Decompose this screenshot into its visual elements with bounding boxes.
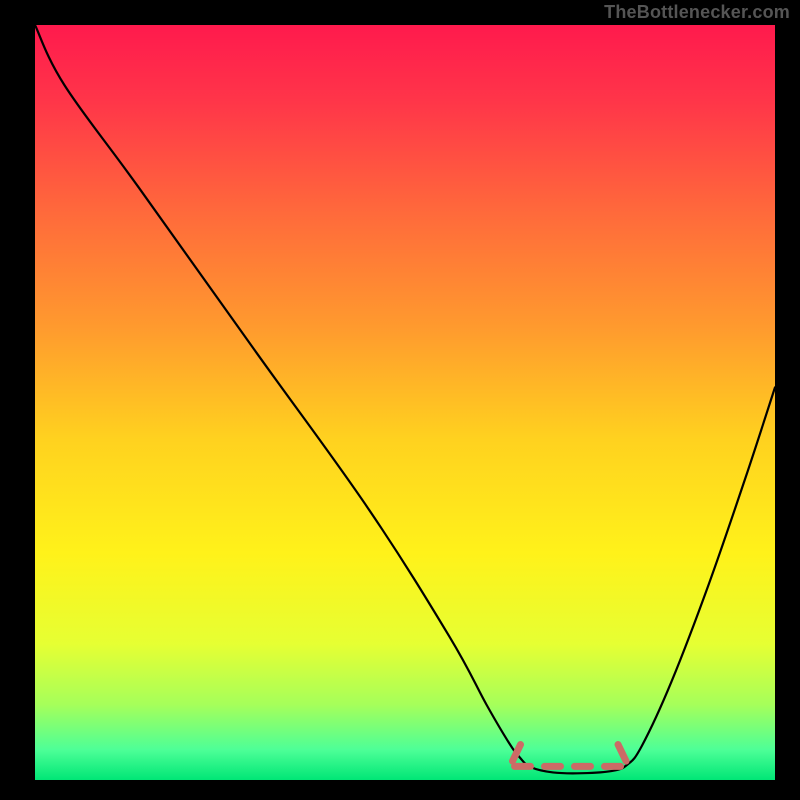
chart-stage: TheBottlenecker.com bbox=[0, 0, 800, 800]
bottleneck-chart bbox=[0, 0, 800, 800]
watermark-text: TheBottlenecker.com bbox=[604, 2, 790, 23]
gradient-plot-area bbox=[35, 25, 775, 780]
